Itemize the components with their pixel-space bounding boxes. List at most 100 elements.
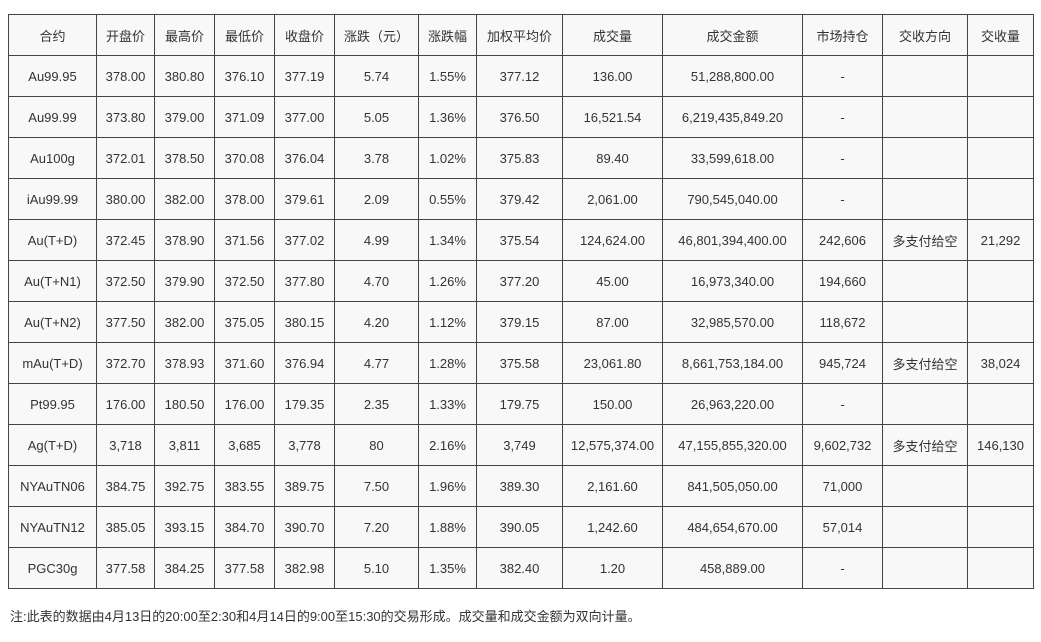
column-header-close: 收盘价 [274, 14, 335, 56]
table-cell-close: 377.02 [274, 219, 335, 261]
table-cell-volume: 87.00 [562, 301, 663, 343]
table-cell-contract: Au(T+N1) [8, 260, 97, 302]
table-cell-weighted-avg: 379.15 [476, 301, 563, 343]
table-row: iAu99.99 380.00 382.00 378.00 379.61 2.09 0.55… [8, 178, 1034, 220]
table-cell-weighted-avg: 377.20 [476, 260, 563, 302]
table-cell-close: 382.98 [274, 547, 335, 589]
column-header-open: 开盘价 [96, 14, 155, 56]
table-cell-contract: Au(T+N2) [8, 301, 97, 343]
table-cell-contract: Au99.95 [8, 55, 97, 97]
table-cell-low: 371.09 [214, 96, 275, 138]
table-cell-high: 393.15 [154, 506, 215, 548]
table-cell-change: 80 [334, 424, 419, 466]
table-cell-contract: iAu99.99 [8, 178, 97, 220]
table-cell-delivery-direction [882, 465, 968, 507]
table-row: PGC30g 377.58 384.25 377.58 382.98 5.10 1.35% 3… [8, 547, 1034, 589]
table-cell-open-interest: 57,014 [802, 506, 883, 548]
table-cell-open-interest: - [802, 178, 883, 220]
table-cell-open-interest: 71,000 [802, 465, 883, 507]
table-cell-delivery-direction [882, 260, 968, 302]
column-header-delivery-volume: 交收量 [967, 14, 1034, 56]
table-cell-contract: Au100g [8, 137, 97, 179]
table-cell-delivery-volume [967, 137, 1034, 179]
table-cell-change: 7.20 [334, 506, 419, 548]
table-cell-low: 375.05 [214, 301, 275, 343]
table-cell-volume: 23,061.80 [562, 342, 663, 384]
table-cell-weighted-avg: 3,749 [476, 424, 563, 466]
table-cell-delivery-direction [882, 506, 968, 548]
table-cell-close: 376.94 [274, 342, 335, 384]
table-cell-open: 3,718 [96, 424, 155, 466]
table-cell-change-pct: 1.33% [418, 383, 477, 425]
table-cell-high: 180.50 [154, 383, 215, 425]
table-cell-turnover: 790,545,040.00 [662, 178, 803, 220]
table-cell-delivery-direction [882, 301, 968, 343]
table-cell-delivery-volume [967, 178, 1034, 220]
table-cell-high: 3,811 [154, 424, 215, 466]
table-cell-change: 4.99 [334, 219, 419, 261]
column-header-delivery-direction: 交收方向 [882, 14, 968, 56]
table-cell-delivery-volume [967, 383, 1034, 425]
table-cell-close: 376.04 [274, 137, 335, 179]
table-cell-turnover: 458,889.00 [662, 547, 803, 589]
table-cell-volume: 2,061.00 [562, 178, 663, 220]
table-cell-open: 372.45 [96, 219, 155, 261]
table-cell-delivery-direction: 多支付给空 [882, 424, 968, 466]
column-header-volume: 成交量 [562, 14, 663, 56]
table-cell-open: 380.00 [96, 178, 155, 220]
table-cell-open-interest: - [802, 96, 883, 138]
table-cell-turnover: 46,801,394,400.00 [662, 219, 803, 261]
table-cell-low: 371.56 [214, 219, 275, 261]
table-cell-high: 378.93 [154, 342, 215, 384]
table-cell-high: 378.50 [154, 137, 215, 179]
table-cell-delivery-volume: 146,130 [967, 424, 1034, 466]
table-cell-turnover: 6,219,435,849.20 [662, 96, 803, 138]
table-cell-turnover: 33,599,618.00 [662, 137, 803, 179]
table-cell-volume: 45.00 [562, 260, 663, 302]
table-cell-open-interest: - [802, 55, 883, 97]
table-row: 合约 开盘价 最高价 最低价 收盘价 涨跌（元） 涨跌幅 加权平均价 成交量 成交金额 市场持仓 交收… [8, 14, 1034, 56]
table-cell-change-pct: 1.26% [418, 260, 477, 302]
table-cell-volume: 16,521.54 [562, 96, 663, 138]
table-row: Au100g 372.01 378.50 370.08 376.04 3.78 1.02% 3… [8, 137, 1034, 179]
table-cell-close: 377.00 [274, 96, 335, 138]
table-cell-open: 372.01 [96, 137, 155, 179]
table-cell-weighted-avg: 375.58 [476, 342, 563, 384]
table-cell-turnover: 47,155,855,320.00 [662, 424, 803, 466]
table-cell-change-pct: 1.96% [418, 465, 477, 507]
table-cell-open: 372.70 [96, 342, 155, 384]
table-cell-volume: 12,575,374.00 [562, 424, 663, 466]
table-cell-high: 379.90 [154, 260, 215, 302]
table-cell-contract: Ag(T+D) [8, 424, 97, 466]
table-row: NYAuTN06 384.75 392.75 383.55 389.75 7.50 1.96… [8, 465, 1034, 507]
table-cell-change: 5.05 [334, 96, 419, 138]
table-row: Au(T+N1) 372.50 379.90 372.50 377.80 4.70 1.26… [8, 260, 1034, 302]
table-cell-contract: mAu(T+D) [8, 342, 97, 384]
table-cell-delivery-volume [967, 547, 1034, 589]
table-cell-change-pct: 1.12% [418, 301, 477, 343]
table-cell-close: 179.35 [274, 383, 335, 425]
table-cell-volume: 2,161.60 [562, 465, 663, 507]
table-cell-open: 378.00 [96, 55, 155, 97]
table-cell-high: 379.00 [154, 96, 215, 138]
table-cell-weighted-avg: 375.83 [476, 137, 563, 179]
table-cell-volume: 124,624.00 [562, 219, 663, 261]
table-cell-weighted-avg: 389.30 [476, 465, 563, 507]
table-cell-close: 3,778 [274, 424, 335, 466]
table-cell-high: 392.75 [154, 465, 215, 507]
table-cell-low: 370.08 [214, 137, 275, 179]
table-cell-weighted-avg: 375.54 [476, 219, 563, 261]
table-cell-low: 371.60 [214, 342, 275, 384]
column-header-weighted-avg: 加权平均价 [476, 14, 563, 56]
table-cell-delivery-direction: 多支付给空 [882, 342, 968, 384]
table-cell-open: 377.50 [96, 301, 155, 343]
table-cell-delivery-volume [967, 465, 1034, 507]
table-cell-low: 384.70 [214, 506, 275, 548]
table-cell-change-pct: 0.55% [418, 178, 477, 220]
table-cell-low: 378.00 [214, 178, 275, 220]
table-cell-change: 7.50 [334, 465, 419, 507]
table-cell-low: 372.50 [214, 260, 275, 302]
table-cell-volume: 89.40 [562, 137, 663, 179]
table-cell-close: 380.15 [274, 301, 335, 343]
table-cell-change: 4.70 [334, 260, 419, 302]
